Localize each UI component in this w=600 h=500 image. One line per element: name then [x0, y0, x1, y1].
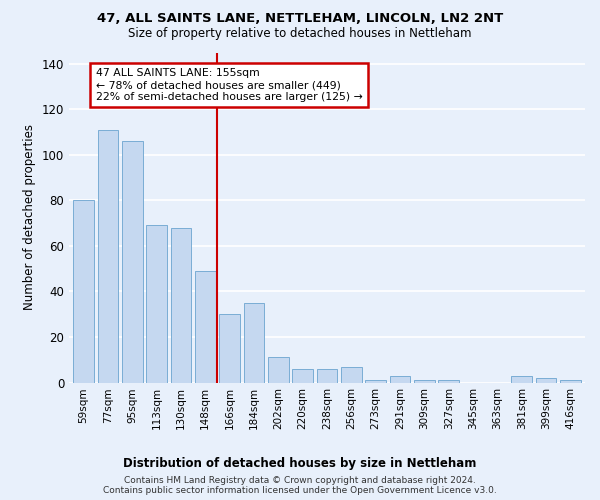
Bar	[292, 369, 313, 382]
Bar	[414, 380, 435, 382]
Bar	[536, 378, 556, 382]
Text: Contains HM Land Registry data © Crown copyright and database right 2024.: Contains HM Land Registry data © Crown c…	[124, 476, 476, 485]
Bar	[170, 228, 191, 382]
Bar	[219, 314, 240, 382]
Bar	[365, 380, 386, 382]
Bar	[439, 380, 459, 382]
Text: Contains public sector information licensed under the Open Government Licence v3: Contains public sector information licen…	[103, 486, 497, 495]
Bar	[122, 142, 143, 382]
Bar	[560, 380, 581, 382]
Bar	[268, 358, 289, 382]
Bar	[73, 200, 94, 382]
Text: 47, ALL SAINTS LANE, NETTLEHAM, LINCOLN, LN2 2NT: 47, ALL SAINTS LANE, NETTLEHAM, LINCOLN,…	[97, 12, 503, 26]
Bar	[146, 226, 167, 382]
Bar	[389, 376, 410, 382]
Bar	[98, 130, 118, 382]
Text: 47 ALL SAINTS LANE: 155sqm
← 78% of detached houses are smaller (449)
22% of sem: 47 ALL SAINTS LANE: 155sqm ← 78% of deta…	[96, 68, 362, 102]
Y-axis label: Number of detached properties: Number of detached properties	[23, 124, 36, 310]
Bar	[195, 271, 215, 382]
Bar	[341, 366, 362, 382]
Text: Size of property relative to detached houses in Nettleham: Size of property relative to detached ho…	[128, 28, 472, 40]
Bar	[317, 369, 337, 382]
Bar	[511, 376, 532, 382]
Text: Distribution of detached houses by size in Nettleham: Distribution of detached houses by size …	[124, 458, 476, 470]
Bar	[244, 303, 265, 382]
